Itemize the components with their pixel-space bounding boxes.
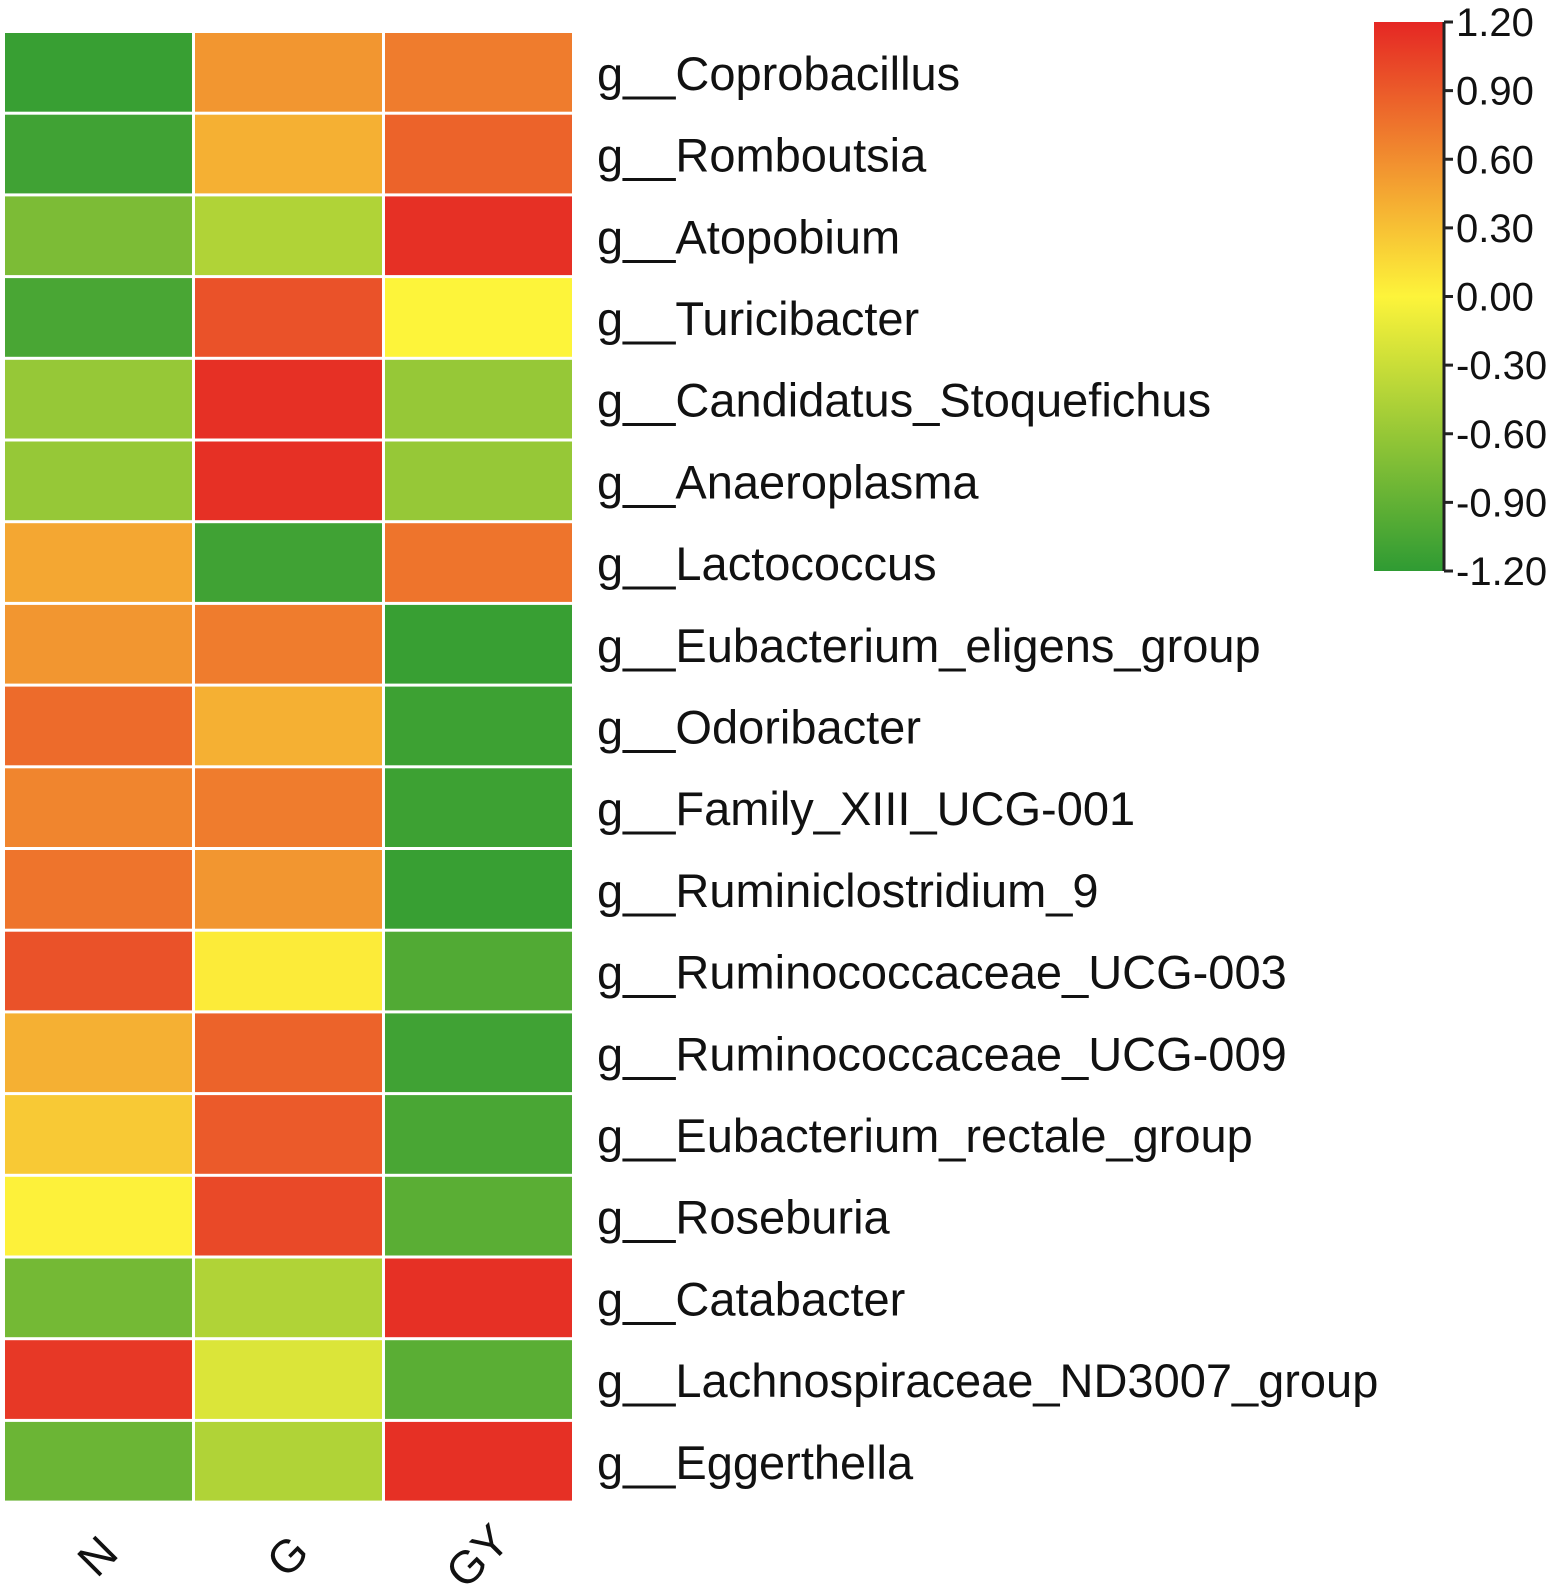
heatmap-cell-gy-7 bbox=[385, 523, 572, 602]
heatmap-cell-n-4 bbox=[5, 278, 192, 357]
heatmap-cell-gy-17 bbox=[385, 1340, 572, 1419]
heatmap-cell-n-2 bbox=[5, 114, 192, 194]
heatmap-cell-n-17 bbox=[5, 1340, 192, 1419]
row-label: g__Catabacter bbox=[597, 1272, 905, 1325]
heatmap-cell-n-18 bbox=[5, 1421, 192, 1501]
heatmap-cell-n-15 bbox=[5, 1176, 192, 1256]
row-label: g__Atopobium bbox=[597, 210, 900, 263]
heatmap-cell-g-5 bbox=[195, 359, 382, 439]
heatmap-cell-n-14 bbox=[5, 1095, 192, 1174]
row-label: g__Coprobacillus bbox=[597, 47, 960, 100]
row-label: g__Ruminococcaceae_UCG-009 bbox=[597, 1027, 1287, 1080]
heatmap-cell-gy-9 bbox=[385, 686, 572, 766]
heatmap-cell-g-2 bbox=[195, 114, 382, 194]
colorbar-tick-label: 1.20 bbox=[1456, 1, 1534, 45]
heatmap-cell-gy-8 bbox=[385, 604, 572, 684]
row-label: g__Family_XIII_UCG-001 bbox=[597, 782, 1135, 835]
row-label: g__Eggerthella bbox=[597, 1436, 914, 1489]
heatmap-cell-n-16 bbox=[5, 1258, 192, 1338]
colorbar-tick-label: 0.60 bbox=[1456, 138, 1534, 182]
colorbar-tick-label: 0.30 bbox=[1456, 207, 1534, 251]
colorbar-ticks: 1.20 0.90 0.60 0.30 0.00 -0.30 -0.60 -0.90 -1.20 bbox=[1444, 1, 1547, 594]
heatmap-cell-gy-10 bbox=[385, 768, 572, 847]
heatmap-cell-n-1 bbox=[5, 33, 192, 112]
heatmap-cell-g-15 bbox=[195, 1176, 382, 1256]
heatmap-cell-n-8 bbox=[5, 604, 192, 684]
heatmap-cell-g-3 bbox=[195, 196, 382, 276]
heatmap-cell-g-4 bbox=[195, 278, 382, 357]
row-label: g__Eubacterium_eligens_group bbox=[597, 619, 1261, 672]
heatmap-cell-n-9 bbox=[5, 686, 192, 766]
row-label: g__Candidatus_Stoquefichus bbox=[597, 374, 1211, 427]
heatmap-cell-n-6 bbox=[5, 441, 192, 521]
heatmap-cell-gy-14 bbox=[385, 1095, 572, 1174]
colorbar-tick-label: -0.30 bbox=[1456, 344, 1547, 388]
colorbar-legend: 1.20 0.90 0.60 0.30 0.00 -0.30 -0.60 -0.90 -1.20 bbox=[1374, 1, 1547, 594]
heatmap-cell-n-7 bbox=[5, 523, 192, 602]
heatmap-cell-g-1 bbox=[195, 33, 382, 112]
colorbar-tick-label: 0.90 bbox=[1456, 70, 1534, 114]
heatmap-cell-g-12 bbox=[195, 931, 382, 1011]
heatmap-cell-g-16 bbox=[195, 1258, 382, 1338]
heatmap-cell-gy-12 bbox=[385, 931, 572, 1011]
column-label-n: N bbox=[67, 1526, 127, 1586]
heatmap-cell-gy-11 bbox=[385, 850, 572, 929]
heatmap-cell-g-11 bbox=[195, 850, 382, 929]
heatmap-cell-n-13 bbox=[5, 1013, 192, 1093]
heatmap-cells bbox=[5, 33, 572, 1501]
row-label: g__Turicibacter bbox=[597, 292, 919, 345]
colorbar-gradient bbox=[1374, 22, 1444, 571]
heatmap-cell-gy-6 bbox=[385, 441, 572, 521]
heatmap-cell-gy-3 bbox=[385, 196, 572, 276]
colorbar-tick-label: -0.60 bbox=[1456, 413, 1547, 457]
heatmap-cell-n-12 bbox=[5, 931, 192, 1011]
heatmap-cell-g-18 bbox=[195, 1421, 382, 1501]
row-label: g__Eubacterium_rectale_group bbox=[597, 1109, 1253, 1162]
heatmap-cell-n-11 bbox=[5, 850, 192, 929]
row-label: g__Anaeroplasma bbox=[597, 455, 979, 508]
row-label: g__Lachnospiraceae_ND3007_group bbox=[597, 1354, 1378, 1407]
heatmap-cell-g-8 bbox=[195, 604, 382, 684]
row-label: g__Roseburia bbox=[597, 1191, 891, 1244]
heatmap-cell-g-9 bbox=[195, 686, 382, 766]
heatmap-cell-g-6 bbox=[195, 441, 382, 521]
heatmap-cell-gy-16 bbox=[385, 1258, 572, 1338]
row-label: g__Ruminococcaceae_UCG-003 bbox=[597, 946, 1287, 999]
column-label-g: G bbox=[256, 1525, 318, 1587]
heatmap-cell-n-5 bbox=[5, 359, 192, 439]
heatmap-cell-g-17 bbox=[195, 1340, 382, 1419]
row-label: g__Odoribacter bbox=[597, 700, 921, 753]
row-label: g__Romboutsia bbox=[597, 129, 927, 182]
heatmap-cell-n-3 bbox=[5, 196, 192, 276]
heatmap-cell-gy-1 bbox=[385, 33, 572, 112]
heatmap-cell-gy-15 bbox=[385, 1176, 572, 1256]
colorbar-tick-label: -1.20 bbox=[1456, 550, 1547, 594]
column-labels: N G GY bbox=[67, 1514, 519, 1588]
colorbar-tick-label: 0.00 bbox=[1456, 276, 1534, 320]
row-labels: g__Coprobacillus g__Romboutsia g__Atopobiu… bbox=[597, 47, 1378, 1489]
heatmap-cell-gy-18 bbox=[385, 1421, 572, 1501]
heatmap-cell-gy-2 bbox=[385, 114, 572, 194]
colorbar-tick-label: -0.90 bbox=[1456, 481, 1547, 525]
heatmap-cell-g-13 bbox=[195, 1013, 382, 1093]
row-label: g__Ruminiclostridium_9 bbox=[597, 864, 1099, 917]
heatmap-cell-gy-13 bbox=[385, 1013, 572, 1093]
row-label: g__Lactococcus bbox=[597, 537, 937, 590]
column-label-gy: GY bbox=[435, 1514, 519, 1588]
heatmap-cell-g-14 bbox=[195, 1095, 382, 1174]
heatmap-cell-gy-4 bbox=[385, 278, 572, 357]
heatmap-cell-gy-5 bbox=[385, 359, 572, 439]
heatmap-cell-g-10 bbox=[195, 768, 382, 847]
heatmap-cell-g-7 bbox=[195, 523, 382, 602]
heatmap-cell-n-10 bbox=[5, 768, 192, 847]
